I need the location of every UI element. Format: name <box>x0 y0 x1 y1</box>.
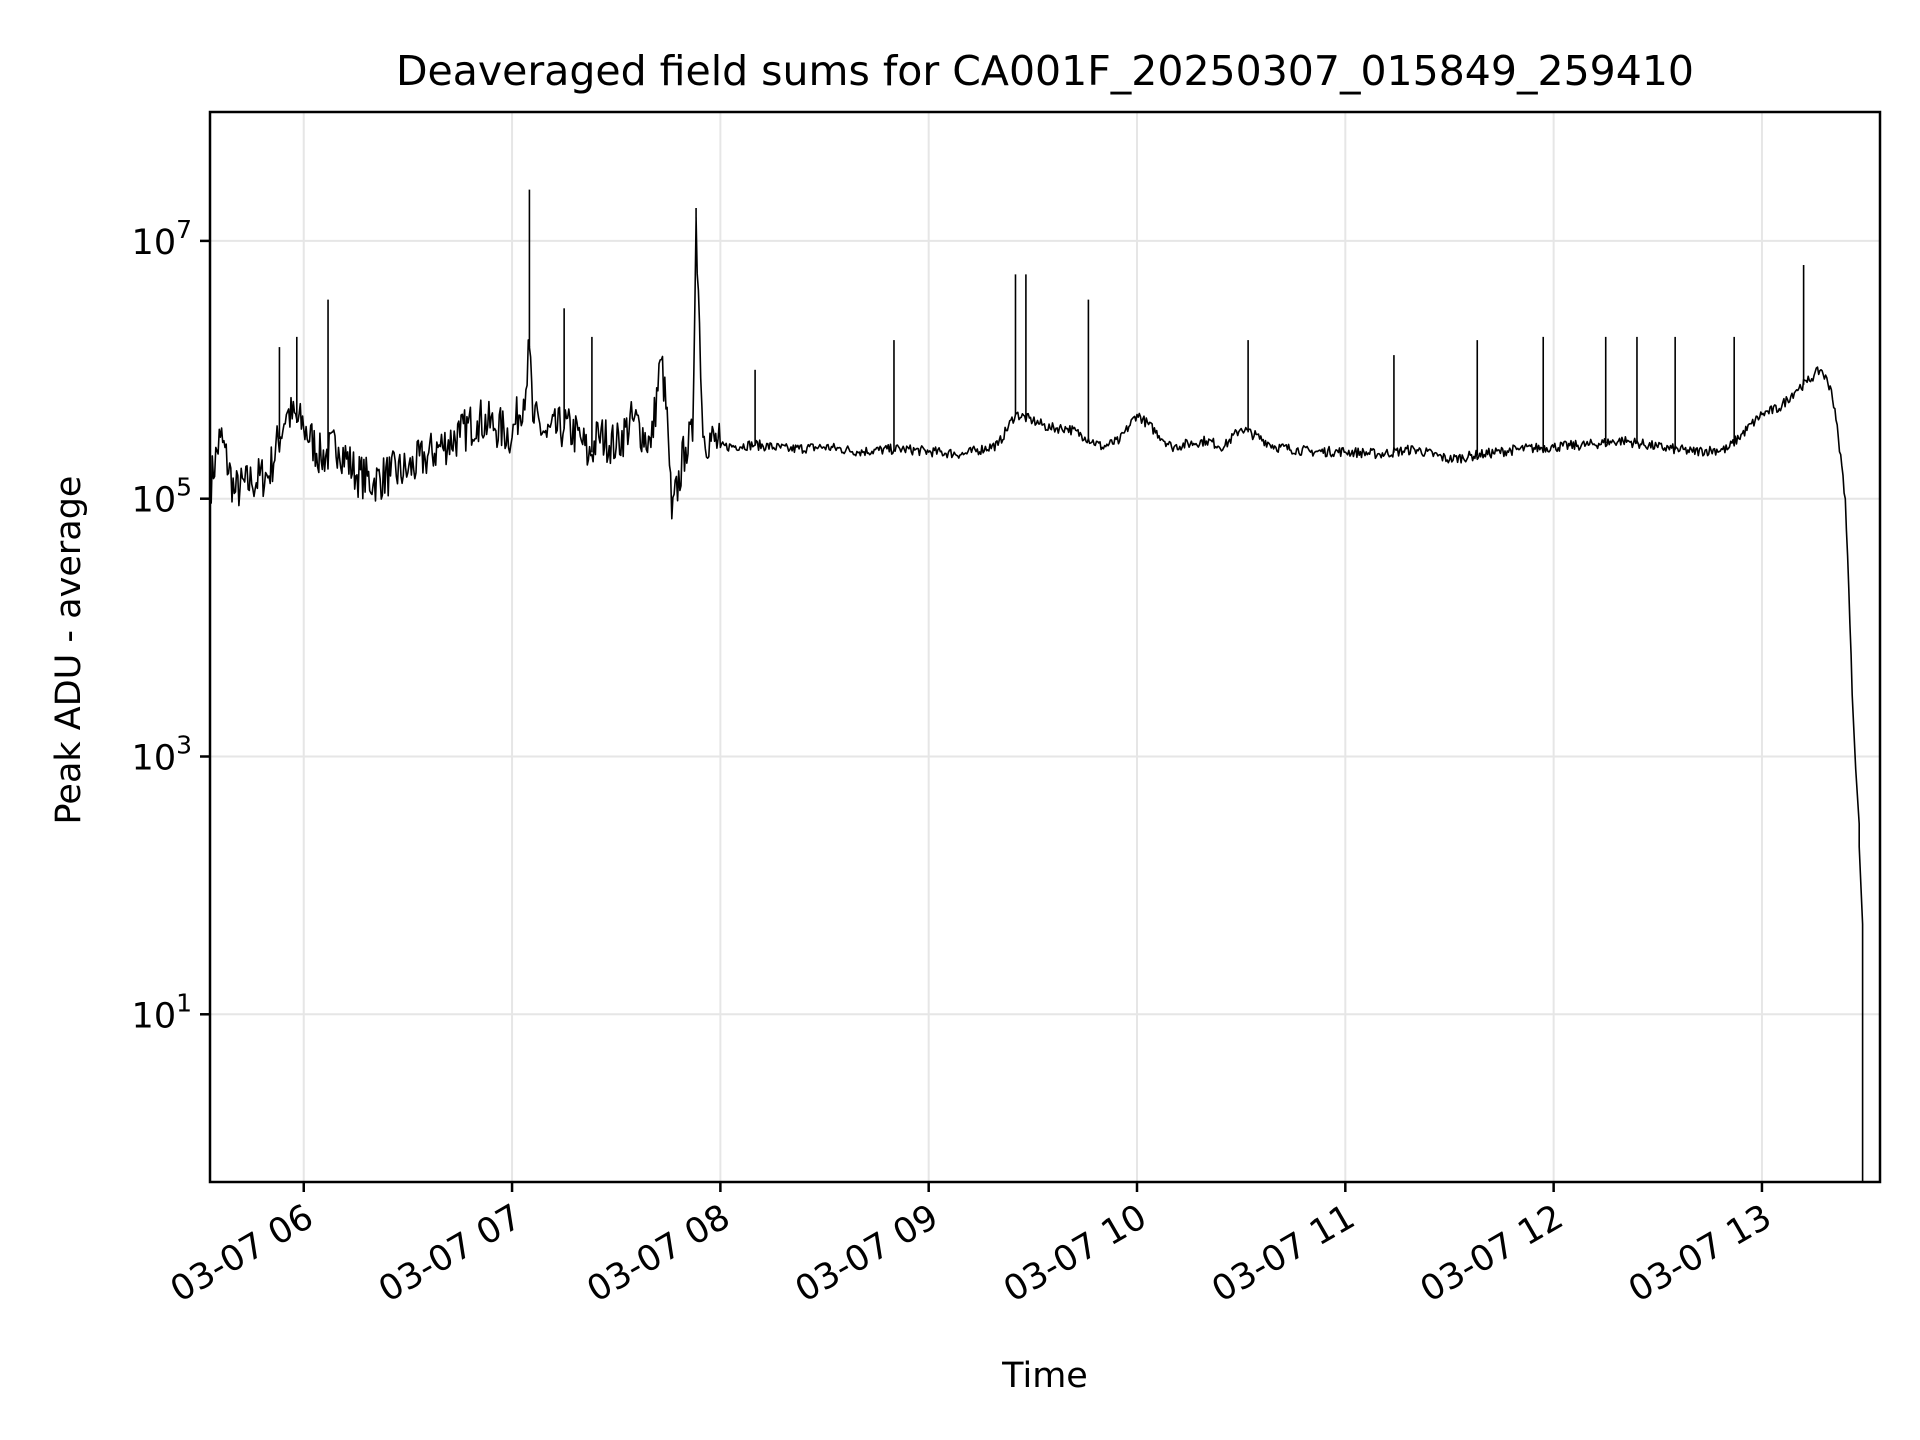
y-tick-label: 107 <box>132 215 192 263</box>
plot-frame <box>208 110 1882 1184</box>
grid <box>210 112 1880 1182</box>
series-layer <box>209 189 1864 1182</box>
series-line <box>209 217 1864 1182</box>
chart-title: Deaveraged field sums for CA001F_2025030… <box>396 47 1694 95</box>
x-axis-label: Time <box>1001 1356 1088 1396</box>
y-axis-label: Peak ADU - average <box>49 476 89 825</box>
y-tick-label: 105 <box>132 473 192 521</box>
y-tick-label: 103 <box>132 730 192 778</box>
y-axis: 101 103 105 107 <box>132 215 210 1036</box>
y-tick-label: 101 <box>132 988 192 1036</box>
